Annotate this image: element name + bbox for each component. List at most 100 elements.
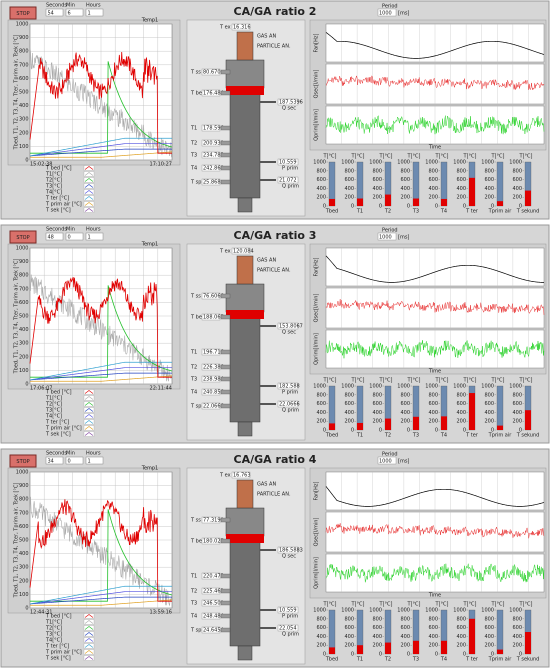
time-field xyxy=(45,232,64,241)
port xyxy=(220,403,231,409)
gauge-tick-label: 600 xyxy=(484,625,494,631)
gauge-tick-label: 800 xyxy=(428,168,438,174)
gauge-tick-label: 0 xyxy=(491,652,494,658)
reading-value: 180.027 xyxy=(203,539,224,545)
time-value: 0 xyxy=(68,458,71,464)
gauge-tick-label: 600 xyxy=(484,401,494,407)
gauge-tick-label: 600 xyxy=(372,625,382,631)
gauge-tick-label: 800 xyxy=(400,392,410,398)
legend-label: T3[°C] xyxy=(45,632,62,638)
trace-red xyxy=(29,276,172,378)
time-field xyxy=(45,456,64,465)
gauge-head: T[°C] xyxy=(379,378,393,384)
reading-label: T sp xyxy=(190,180,201,186)
period-field[interactable] xyxy=(377,8,397,17)
legend-swatch xyxy=(83,389,95,395)
gauge-head: T[°C] xyxy=(323,154,337,160)
gauge-fill xyxy=(441,198,447,206)
gauge-label: T1 xyxy=(356,209,363,215)
reading-label: T sp xyxy=(190,404,201,410)
reading-field xyxy=(277,158,299,166)
stop-label: STOP xyxy=(16,11,29,17)
legend-label: T1[°C] xyxy=(45,396,62,402)
legend-glyph xyxy=(84,644,94,648)
gauge-tick-label: 400 xyxy=(400,410,410,416)
y-axis-label: Tbed, T1, T2, T3, T4, Tter, Tprim air, T… xyxy=(14,259,20,375)
tex-label: T ex xyxy=(219,473,231,479)
gauge-label: T ter xyxy=(465,433,479,439)
reading-label: T3 xyxy=(190,153,197,159)
gauge-tick-label: 600 xyxy=(400,177,410,183)
x-start: 12:44:31 xyxy=(30,610,52,616)
legend-glyph xyxy=(84,390,94,394)
time-field xyxy=(65,232,84,241)
gauge-fill xyxy=(525,410,531,430)
port xyxy=(220,152,231,158)
trace xyxy=(325,563,545,583)
y-tick-label: 0 xyxy=(25,382,28,388)
y-tick-label: 400 xyxy=(19,103,29,109)
gauge-head: T[°C] xyxy=(491,602,505,608)
port xyxy=(220,140,231,146)
reading-value: 77.3190 xyxy=(203,518,224,524)
gauge-label: T3 xyxy=(412,657,419,663)
legend-swatch xyxy=(83,619,95,625)
gauge-tick-label: 0 xyxy=(491,204,494,210)
stop-button[interactable] xyxy=(9,454,37,468)
y-tick-label: 800 xyxy=(19,497,29,503)
gauge-tick-label: 0 xyxy=(379,204,382,210)
gauge-head: T[°C] xyxy=(519,154,533,160)
gauge-tick-label: 1000 xyxy=(509,608,522,614)
gauge-tick-label: 1000 xyxy=(341,384,354,390)
trace-gray xyxy=(29,496,173,607)
port xyxy=(220,314,231,320)
gauge-tick-label: 400 xyxy=(428,634,438,640)
gauge-tick-label: 800 xyxy=(372,616,382,622)
gauge-head: T[°C] xyxy=(351,154,365,160)
y-tick-label: 1000 xyxy=(16,22,29,28)
reading-field xyxy=(277,322,299,330)
time-value: 1 xyxy=(88,234,91,240)
legend-label: T prim air [°C] xyxy=(45,650,82,656)
reading-label: P prim xyxy=(282,166,298,172)
gauge-tick-label: 600 xyxy=(512,401,522,407)
gauge-tick-label: 0 xyxy=(463,652,466,658)
time-value: 54 xyxy=(48,10,54,16)
x-end: 22:11:44 xyxy=(150,386,172,392)
time-value: 0 xyxy=(68,234,71,240)
reading-field xyxy=(201,375,221,383)
stop-button[interactable] xyxy=(9,6,37,20)
reading-label: T3 xyxy=(190,601,197,607)
period-field[interactable] xyxy=(377,456,397,465)
time-value: 6 xyxy=(68,10,71,16)
reading-field xyxy=(201,313,221,321)
legend-label: T sek [°C] xyxy=(45,432,71,438)
legend-label: T2[°C] xyxy=(45,178,62,184)
period-unit: [ms] xyxy=(398,10,409,16)
gauge-label: T sekund xyxy=(516,657,540,663)
subplot-label: Qsec[l/min] xyxy=(314,70,320,99)
period-field[interactable] xyxy=(377,232,397,241)
port xyxy=(220,90,231,96)
gauge-head: T[°C] xyxy=(323,378,337,384)
reading-label: Q sec xyxy=(282,330,296,336)
y-tick-label: 0 xyxy=(25,606,28,612)
bed xyxy=(226,86,264,95)
reading-field xyxy=(201,612,221,620)
legend-swatch xyxy=(83,625,95,631)
gauge-fill xyxy=(441,640,447,654)
y-tick-label: 700 xyxy=(19,510,29,516)
gauge-label: Tprim air xyxy=(488,209,513,215)
reading-value: 246.509 xyxy=(203,601,224,607)
gauge-tick-label: 0 xyxy=(463,204,466,210)
gauge-tick-label: 800 xyxy=(456,392,466,398)
legend-label: T3[°C] xyxy=(45,408,62,414)
legend-swatch xyxy=(83,643,95,649)
port xyxy=(220,165,231,171)
cyclone xyxy=(236,479,254,509)
gauge-tick-label: 400 xyxy=(456,186,466,192)
gauge-tick-label: 200 xyxy=(512,195,522,201)
gauge-tick-label: 600 xyxy=(512,177,522,183)
stop-button[interactable] xyxy=(9,230,37,244)
gauge-tick-label: 1000 xyxy=(313,608,326,614)
